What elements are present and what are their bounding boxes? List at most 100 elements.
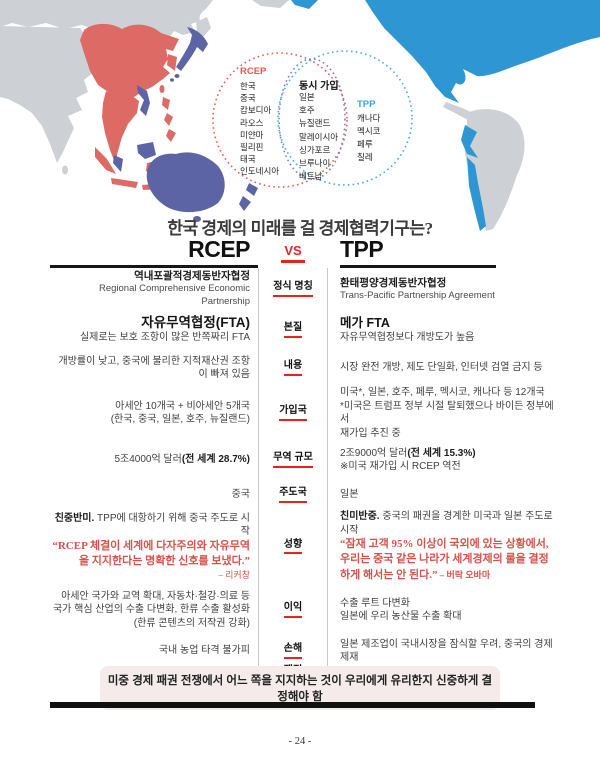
venn-rcep-label: RCEP [240, 66, 267, 77]
row-label-cell: 무역 규모 [258, 440, 328, 480]
cell-rcep-losses: 국내 농업 타격 불가피 [50, 637, 258, 665]
rcep-stance: 친중반미. [54, 512, 95, 524]
tpp-header-text: TPP [340, 235, 384, 262]
rcep-benefits-text: 아세안 국가와 교역 확대, 자동차·철강·의료 등 국가 핵심 산업의 수출 … [52, 590, 250, 629]
cell-rcep-orientation: 친중반미. TPP에 대항하기 위해 중국 주도로 시작 “RCEP 체결이 세… [50, 510, 258, 583]
comparison-table: RCEP VS TPP 역내포괄적경제동반자협정 Regional Compre… [0, 235, 600, 682]
venn-country: 미얀마 [240, 129, 264, 140]
row-label-content: 내용 [283, 360, 303, 376]
tpp-stance-desc: 중국의 패권을 경계한 미국과 일본 주도로 시작 [340, 511, 553, 536]
tpp-essence-title: 메가 FTA [340, 315, 390, 330]
row-label-trade-volume: 무역 규모 [273, 452, 313, 468]
vs-text: VS [284, 242, 302, 258]
landmass-blue-tpp [291, 0, 600, 231]
cell-rcep-essence: 자유무역협정(FTA) 실제로는 보호 조항이 많은 반쪽짜리 FTA [50, 310, 258, 350]
cell-rcep-benefits: 아세안 국가와 교역 확대, 자동차·철강·의료 등 국가 핵심 산업의 수출 … [50, 583, 258, 637]
cell-tpp-content: 시장 완전 개방, 제도 단일화, 인터넷 검열 금지 등 [328, 350, 600, 386]
rcep-members-line1: 아세안 10개국 + 비아세안 5개국 [115, 400, 250, 412]
tpp-members-line3: 재가입 추진 중 [340, 427, 401, 439]
venn-country: 칠레 [357, 152, 373, 162]
venn-country: 페루 [357, 139, 373, 149]
venn-country: 싱가포르 [299, 144, 331, 155]
row-label-benefits: 이익 [283, 602, 303, 618]
row-label-cell: 성향 [258, 510, 328, 584]
landmass-purple-both [113, 27, 258, 222]
tpp-leader-text: 일본 [340, 489, 359, 501]
venn-tpp-label: TPP [357, 99, 376, 110]
rcep-leader-text: 중국 [231, 489, 250, 501]
cell-rcep-members: 아세안 10개국 + 비아세안 5개국 (한국, 중국, 일본, 호주, 뉴질랜… [50, 386, 258, 440]
row-label-orientation: 성향 [283, 539, 303, 555]
rcep-trade-value: 5조4000억 달러 [114, 454, 182, 466]
row-label-members: 가입국 [279, 405, 307, 421]
cell-tpp-losses: 일본 제조업이 국내시장을 잠식할 우려, 중국의 경제 제재 [328, 637, 600, 665]
rcep-essence-sub: 실제로는 보호 조항이 많은 반쪽짜리 FTA [79, 332, 250, 344]
tpp-quote-attribution: – 버락 오바마 [437, 569, 491, 580]
cell-tpp-essence: 메가 FTA 자유무역협정보다 개방도가 높음 [328, 310, 600, 350]
venn-tpp-circle [277, 50, 413, 186]
venn-country: 캄보디아 [240, 105, 272, 116]
landmass-red-rcep [80, 23, 190, 190]
row-label-cell: 주도국 [258, 480, 328, 510]
tpp-trade-share: (전 세계 15.3%) [407, 447, 476, 459]
venn-country: 중국 [240, 93, 256, 104]
world-map [0, 0, 600, 231]
rcep-official-name-en: Regional Comprehensive Economic Partners… [98, 283, 250, 308]
rcep-header-text: RCEP [188, 236, 250, 262]
rcep-official-name-ko: 역내포괄적경제동반자협정 [134, 270, 250, 283]
tpp-members-line1: 미국*, 일본, 호주, 페루, 멕시코, 캐나다 등 12개국 [340, 387, 545, 398]
venn-country: 인도네시아 [240, 166, 280, 177]
vs-underline [281, 259, 305, 263]
tpp-quote: “잠재 고객 95% 이상이 국외에 있는 상황에서, 우리는 중국 같은 나라… [340, 538, 549, 581]
tpp-trade-value: 2조9000억 달러 [340, 447, 408, 459]
table-header-vs: VS [258, 238, 328, 268]
tpp-trade-note: ※미국 재가입 시 RCEP 역전 [340, 461, 461, 472]
venn-country: 필리핀 [240, 142, 264, 153]
tpp-members-line2: *미국은 트럼프 정부 시절 탈퇴했으나 바이든 정부에서 [340, 400, 554, 426]
venn-country: 호주 [299, 105, 315, 116]
rcep-trade-share: (전 세계 28.7%) [181, 454, 250, 466]
tpp-content-text: 시장 완전 개방, 제도 단일화, 인터넷 검열 금지 등 [340, 362, 543, 374]
cell-tpp-official-name: 환태평양경제동반자협정 Trans-Pacific Partnership Ag… [328, 268, 600, 310]
footer-divider-bar [50, 702, 535, 708]
tpp-official-name-en: Trans-Pacific Partnership Agreement [340, 289, 495, 301]
cell-tpp-leader: 일본 [328, 480, 600, 510]
tpp-losses-text: 일본 제조업이 국내시장을 잠식할 우려, 중국의 경제 제재 [340, 638, 553, 664]
cell-tpp-benefits: 수출 루트 다변화 일본에 우리 농산물 수출 확대 [328, 583, 600, 637]
cell-tpp-members: 미국*, 일본, 호주, 페루, 멕시코, 캐나다 등 12개국 *미국은 트럼… [328, 386, 600, 440]
tpp-official-name-ko: 환태평양경제동반자협정 [340, 276, 447, 289]
venn-both-lens [278, 58, 346, 180]
venn-tpp-country-list: 캐나다 멕시코 페루 칠레 [357, 112, 380, 164]
venn-country: 브루나이 [299, 158, 331, 169]
venn-country: 라오스 [240, 117, 264, 128]
cell-rcep-trade-volume: 5조4000억 달러(전 세계 28.7%) [50, 440, 258, 480]
cell-rcep-content: 개방률이 낮고, 중국에 불리한 지적재산권 조항이 빠져 있음 [50, 350, 258, 386]
venn-rcep-circle [212, 52, 348, 188]
row-label-losses: 손해 [283, 643, 303, 659]
cell-tpp-trade-volume: 2조9000억 달러(전 세계 15.3%) ※미국 재가입 시 RCEP 역전 [328, 440, 600, 480]
row-label-official-name: 정식 명칭 [273, 281, 313, 297]
row-label-essence: 본질 [283, 322, 303, 338]
page-title: 한국 경제의 미래를 걸 경제협력기구는? [167, 219, 433, 238]
row-label-leader: 주도국 [279, 487, 307, 503]
rcep-quote: “RCEP 체결이 세계에 다자주의와 자유무역을 지지한다는 명확한 신호를 … [52, 539, 250, 568]
cell-tpp-orientation: 친미반중. 중국의 패권을 경계한 미국과 일본 주도로 시작 “잠재 고객 9… [328, 510, 600, 583]
table-header-rcep: RCEP [50, 238, 258, 268]
rcep-quote-attribution: – 리커창 [218, 570, 250, 581]
venn-country: 말레이시아 [299, 131, 339, 142]
venn-country: 베트남 [299, 171, 323, 182]
row-label-cell: 손해 [258, 637, 328, 666]
venn-both-country-list: 일본 호주 뉴질랜드 말레이시아 싱가포르 브루나이 베트남 [299, 91, 338, 183]
tpp-essence-sub: 자유무역협정보다 개방도가 높음 [340, 331, 475, 343]
rcep-members-line2: (한국, 중국, 일본, 호주, 뉴질랜드) [110, 414, 250, 425]
world-map-section: RCEP 한국 중국 캄보디아 라오스 미얀마 필리핀 태국 인도네시아 동시 … [0, 0, 600, 236]
tpp-benefits-line1: 수출 루트 다변화 [340, 597, 410, 609]
rcep-content-text: 개방률이 낮고, 중국에 불리한 지적재산권 조항이 빠져 있음 [58, 355, 250, 381]
row-label-cell: 가입국 [258, 386, 328, 440]
row-label-cell: 내용 [258, 350, 328, 386]
row-label-cell: 본질 [258, 310, 328, 350]
tpp-benefits-line2: 일본에 우리 농산물 수출 확대 [340, 611, 462, 623]
rcep-essence-title: 자유무역협정(FTA) [141, 315, 250, 331]
venn-rcep-country-list: 한국 중국 캄보디아 라오스 미얀마 필리핀 태국 인도네시아 [240, 80, 279, 178]
